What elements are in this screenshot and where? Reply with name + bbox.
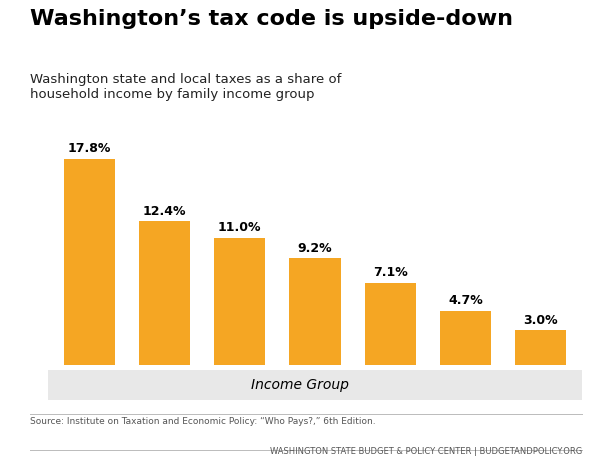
Text: Source: Institute on Taxation and Economic Policy: “Who Pays?,” 6th Edition.: Source: Institute on Taxation and Econom… (30, 417, 376, 426)
Text: WASHINGTON STATE BUDGET & POLICY CENTER | BUDGETANDPOLICY.ORG: WASHINGTON STATE BUDGET & POLICY CENTER … (270, 447, 582, 456)
Bar (64, 159, 115, 365)
Text: 12.4%: 12.4% (143, 205, 187, 218)
Text: Washington state and local taxes as a share of
household income by family income: Washington state and local taxes as a sh… (30, 73, 341, 101)
Bar (365, 283, 416, 365)
Bar (515, 330, 566, 365)
Text: Income Group: Income Group (251, 378, 349, 392)
Text: 17.8%: 17.8% (68, 142, 111, 155)
Bar (440, 311, 491, 365)
Text: 11.0%: 11.0% (218, 221, 262, 234)
Text: 3.0%: 3.0% (523, 314, 558, 327)
Bar (289, 258, 341, 365)
Text: 7.1%: 7.1% (373, 266, 407, 279)
Text: 4.7%: 4.7% (448, 294, 483, 307)
Bar (214, 238, 265, 365)
Bar (139, 221, 190, 365)
Text: 9.2%: 9.2% (298, 242, 332, 255)
Text: Washington’s tax code is upside-down: Washington’s tax code is upside-down (30, 9, 513, 29)
